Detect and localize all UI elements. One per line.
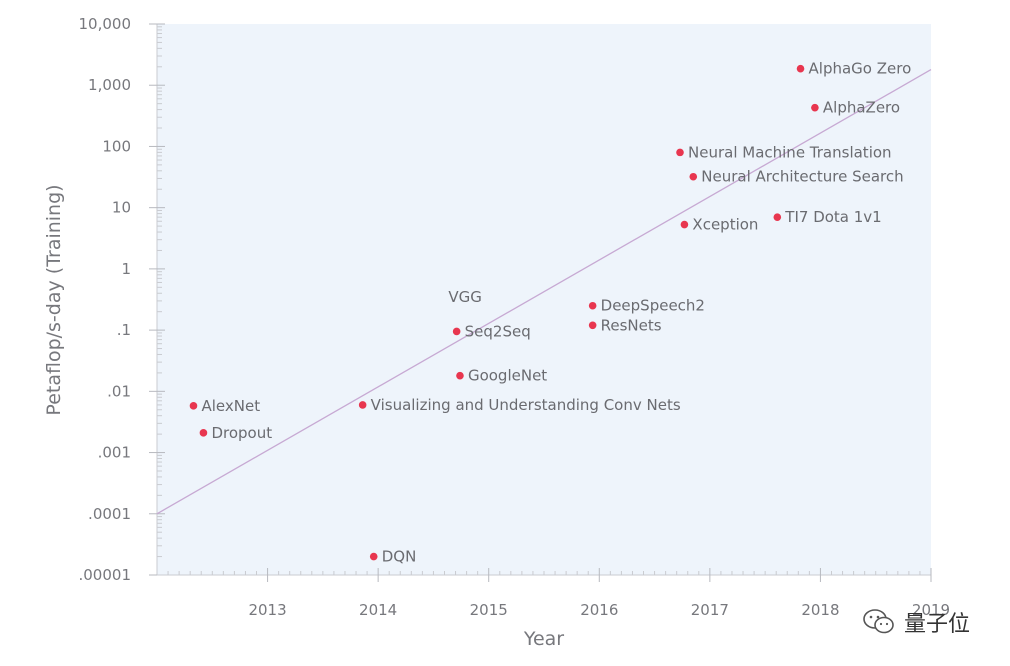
x-tick-label: 2018 xyxy=(801,601,839,619)
y-tick-label: 10 xyxy=(112,199,131,217)
x-tick-label: 2013 xyxy=(248,601,286,619)
data-point-label: GoogleNet xyxy=(468,367,547,385)
data-point-label: ResNets xyxy=(601,316,662,334)
x-tick-label: 2016 xyxy=(580,601,618,619)
data-point-label: Visualizing and Understanding Conv Nets xyxy=(371,396,681,414)
data-point-label: AlphaZero xyxy=(823,99,900,117)
x-tick-label: 2014 xyxy=(359,601,397,619)
y-tick-label: 1 xyxy=(121,260,131,278)
data-point xyxy=(588,321,597,330)
y-tick-label: .001 xyxy=(98,444,131,462)
data-point-label: Neural Machine Translation xyxy=(688,143,892,161)
data-point xyxy=(358,401,367,409)
plot-area xyxy=(157,24,931,575)
watermark-text: 量子位 xyxy=(904,612,971,637)
x-tick-label: 2017 xyxy=(691,601,729,619)
data-point-label: Dropout xyxy=(211,424,272,442)
data-point-label: AlphaGo Zero xyxy=(809,60,912,78)
y-tick-label: .00001 xyxy=(79,566,132,584)
data-point xyxy=(689,172,698,181)
data-point-label: DeepSpeech2 xyxy=(601,297,705,315)
y-tick-label: .01 xyxy=(107,382,131,400)
x-axis-title: Year xyxy=(523,628,564,650)
data-point-label: TI7 Dota 1v1 xyxy=(784,208,881,226)
wechat-icon xyxy=(863,609,894,634)
x-axis: 2013 2014 2015 2016 2017 2018 2019 xyxy=(157,568,950,619)
data-point xyxy=(588,301,597,310)
x-tick-label: 2019 xyxy=(912,601,950,619)
data-point xyxy=(796,64,805,73)
data-point-label: Seq2Seq xyxy=(465,322,531,340)
data-point xyxy=(773,213,782,221)
data-points: AlexNet Dropout DQN Visualizing and Underst… xyxy=(189,60,912,566)
y-tick-label: .0001 xyxy=(88,505,131,523)
data-point-label: Neural Architecture Search xyxy=(701,168,903,186)
data-point xyxy=(456,371,464,380)
data-point xyxy=(369,552,378,561)
y-tick-label: 1,000 xyxy=(88,76,131,94)
data-point-label: AlexNet xyxy=(201,397,260,415)
data-point xyxy=(452,327,461,336)
data-point xyxy=(189,402,198,410)
y-tick-label: 100 xyxy=(102,137,131,155)
data-point xyxy=(199,429,208,437)
data-point xyxy=(680,220,689,229)
data-point-label: Xception xyxy=(692,216,758,234)
y-axis-title: Petaflop/s-day (Training) xyxy=(43,184,65,415)
y-axis: 10,000 1,000 100 10 1 .1 .01 .001 .0001 .00001 xyxy=(79,15,165,584)
trend-line xyxy=(156,69,932,515)
x-tick-label: 2015 xyxy=(470,601,508,619)
watermark: 量子位 xyxy=(862,606,970,638)
y-tick-label: 10,000 xyxy=(79,15,132,33)
data-point-label: VGG xyxy=(448,288,482,306)
y-tick-label: .1 xyxy=(117,321,131,339)
data-point xyxy=(811,103,819,112)
data-point xyxy=(676,148,684,157)
data-point-label: DQN xyxy=(382,548,417,566)
